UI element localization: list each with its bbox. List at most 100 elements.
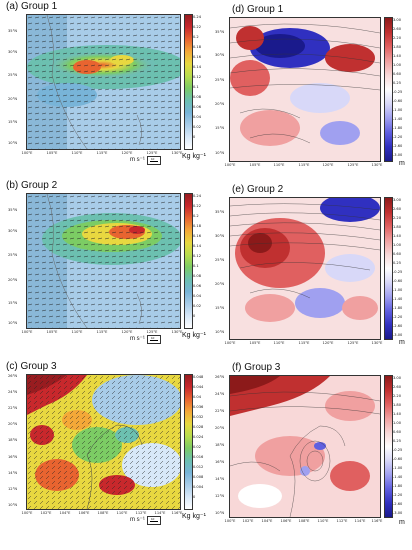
- panel-c-cbar-tick: 0.004: [193, 485, 204, 489]
- panel-e-xtick: 120°E: [322, 341, 334, 345]
- panel-b-xtick: 120°E: [121, 330, 133, 334]
- panel-f-xtick: 100°E: [224, 519, 236, 523]
- panel-c-cbar-tick: 0.036: [193, 405, 204, 409]
- panel-e-cbar-tick: 1.80: [393, 225, 402, 229]
- panel-e-colorbar: [384, 197, 393, 340]
- panel-d-cbar-tick: -2.60: [393, 144, 403, 148]
- panel-b-cbar-tick: 0.02: [193, 304, 202, 308]
- panel-d-cbar-tick: -1.00: [393, 108, 403, 112]
- panel-c-cbar-tick: 0.04: [193, 395, 202, 399]
- panel-e-cbar-tick: -1.00: [393, 288, 403, 292]
- panel-a-cbar-tick: 0.08: [193, 95, 202, 99]
- panel-f-cbar-tick: 3.00: [393, 376, 402, 380]
- panel-f-cbar-tick: -0.60: [393, 457, 403, 461]
- panel-a-cbar-tick: 0.02: [193, 125, 202, 129]
- panel-b-wind-ref-value: 10: [151, 336, 155, 340]
- panel-b-cbar-tick: 0.08: [193, 274, 202, 278]
- panel-a-xtick: 100°E: [21, 151, 33, 155]
- panel-a-ytick: 30°N: [8, 50, 18, 54]
- panel-a-cbar-tick: 0.12: [193, 75, 202, 79]
- panel-f-cbar-tick: -1.00: [393, 466, 403, 470]
- panel-d-map: [229, 17, 381, 162]
- panel-b-ytick: 10°N: [8, 321, 18, 325]
- panel-c-xtick: 102°E: [40, 511, 52, 515]
- panel-f-cbar-tick: 2.20: [393, 394, 402, 398]
- panel-f-colorbar: [384, 375, 393, 518]
- panel-a-unit: Kg kg⁻¹: [182, 153, 206, 160]
- panel-c-xtick: 104°E: [59, 511, 71, 515]
- panel-d-cbar-tick: -3.00: [393, 153, 403, 157]
- panel-b-xtick: 125°E: [146, 330, 158, 334]
- panel-e-xtick: 125°E: [347, 341, 359, 345]
- panel-b-wind-ref: 10: [147, 335, 161, 344]
- panel-b-xtick: 105°E: [46, 330, 58, 334]
- panel-d-xtick: 115°E: [298, 163, 310, 167]
- panel-d-ytick: 15°N: [215, 126, 225, 130]
- panel-c-cbar-tick: 0.024: [193, 435, 204, 439]
- panel-f-cbar-tick: -3.00: [393, 511, 403, 515]
- panel-a-cbar-tick: 0.1: [193, 85, 199, 89]
- panel-d-ytick: 35°N: [215, 30, 225, 34]
- panel-d-colorbar: [384, 17, 393, 162]
- panel-f-cbar-tick: -2.20: [393, 493, 403, 497]
- panel-e-xtick: 130°E: [371, 341, 383, 345]
- panel-e-cbar-tick: 1.00: [393, 243, 402, 247]
- panel-d-ytick: 30°N: [215, 53, 225, 57]
- panel-f-map: [229, 375, 381, 518]
- panel-a-title: (a) Group 1: [6, 1, 58, 12]
- panel-c-xtick: 114°E: [154, 511, 166, 515]
- panel-c-cbar-tick: 0.028: [193, 425, 204, 429]
- panel-e-xtick: 115°E: [298, 341, 310, 345]
- panel-a-cbar-tick: 0.2: [193, 35, 199, 39]
- panel-d-title: (d) Group 1: [232, 4, 284, 15]
- panel-d-cbar-tick: 3.00: [393, 18, 402, 22]
- panel-e-xtick: 105°E: [249, 341, 261, 345]
- panel-c-unit: Kg kg⁻¹: [182, 513, 206, 520]
- panel-d-cbar-tick: 1.80: [393, 45, 402, 49]
- panel-f-ytick: 16°N: [215, 460, 225, 464]
- panel-a-ytick: 20°N: [8, 97, 18, 101]
- panel-c-xtick: 100°E: [21, 511, 33, 515]
- panel-c-ytick: 20°N: [8, 422, 18, 426]
- panel-f-cbar-tick: -1.40: [393, 475, 403, 479]
- panel-c-map: [26, 374, 181, 510]
- panel-f-cbar-tick: 0.60: [393, 430, 402, 434]
- panel-a-cbar-tick: 0.24: [193, 15, 202, 19]
- panel-a-map: [26, 14, 181, 150]
- panel-e-cbar-tick: -2.60: [393, 324, 403, 328]
- panel-d-xtick: 110°E: [273, 163, 285, 167]
- panel-b-ytick: 25°N: [8, 253, 18, 257]
- panel-c-xtick: 106°E: [78, 511, 90, 515]
- panel-e-ytick: 30°N: [215, 234, 225, 238]
- panel-e-cbar-tick: -3.00: [393, 333, 403, 337]
- panel-f-xtick: 110°E: [317, 519, 329, 523]
- panel-c-cbar-tick: 0.048: [193, 375, 204, 379]
- panel-e-unit: m: [399, 339, 405, 346]
- panel-b-title: (b) Group 2: [6, 180, 58, 191]
- panel-e-cbar-tick: -1.40: [393, 297, 403, 301]
- panel-e-map: [229, 197, 381, 340]
- panel-b-xtick: 115°E: [96, 330, 108, 334]
- panel-c-ytick: 14°N: [8, 471, 18, 475]
- panel-b-map: [26, 193, 181, 329]
- panel-c-cbar-tick: 0.032: [193, 415, 204, 419]
- panel-f-xtick: 104°E: [261, 519, 273, 523]
- panel-a-cbar-tick: 0.04: [193, 115, 202, 119]
- panel-f-xtick: 114°E: [354, 519, 366, 523]
- panel-c-xtick: 116°E: [171, 511, 183, 515]
- panel-d-xtick: 125°E: [347, 163, 359, 167]
- panel-f-cbar-tick: -2.60: [393, 502, 403, 506]
- panel-e-cbar-tick: -2.20: [393, 315, 403, 319]
- panel-b-cbar-tick: 0.04: [193, 294, 202, 298]
- panel-a-cbar-tick: 0.14: [193, 65, 202, 69]
- panel-e-cbar-tick: 1.40: [393, 234, 402, 238]
- panel-b-xtick: 110°E: [71, 330, 83, 334]
- panel-b-unit: Kg kg⁻¹: [182, 332, 206, 339]
- panel-b-xtick: 100°E: [21, 330, 33, 334]
- panel-f-ytick: 22°N: [215, 409, 225, 413]
- panel-c-cbar-tick: 0.016: [193, 455, 204, 459]
- panel-e-xtick: 110°E: [273, 341, 285, 345]
- panel-f-cbar-tick: -0.25: [393, 448, 403, 452]
- panel-f-unit: m: [399, 519, 405, 526]
- panel-b-xtick: 130°E: [171, 330, 183, 334]
